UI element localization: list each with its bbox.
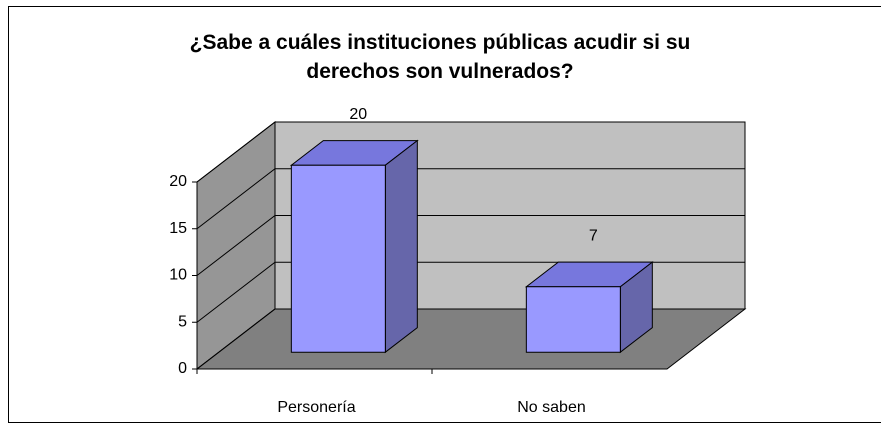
data-label: 7 [589,227,598,244]
bar [525,286,621,353]
grid-line [196,215,745,276]
floor [195,308,747,370]
bar [290,164,386,353]
y-tick-label: 5 [178,313,187,330]
chart-title: ¿Sabe a cuáles instituciones públicas ac… [189,31,691,83]
x-tick-label: No saben [517,399,586,416]
data-label: 20 [349,106,367,123]
grid-line [196,168,745,230]
y-tick-label: 10 [169,267,187,284]
grid-line [196,121,745,183]
bar-side [384,139,418,354]
y-tick-label: 15 [169,220,187,237]
y-tick-label: 20 [169,173,187,190]
y-tick-label: 0 [178,360,187,377]
x-tick-label: Personería [277,399,355,416]
